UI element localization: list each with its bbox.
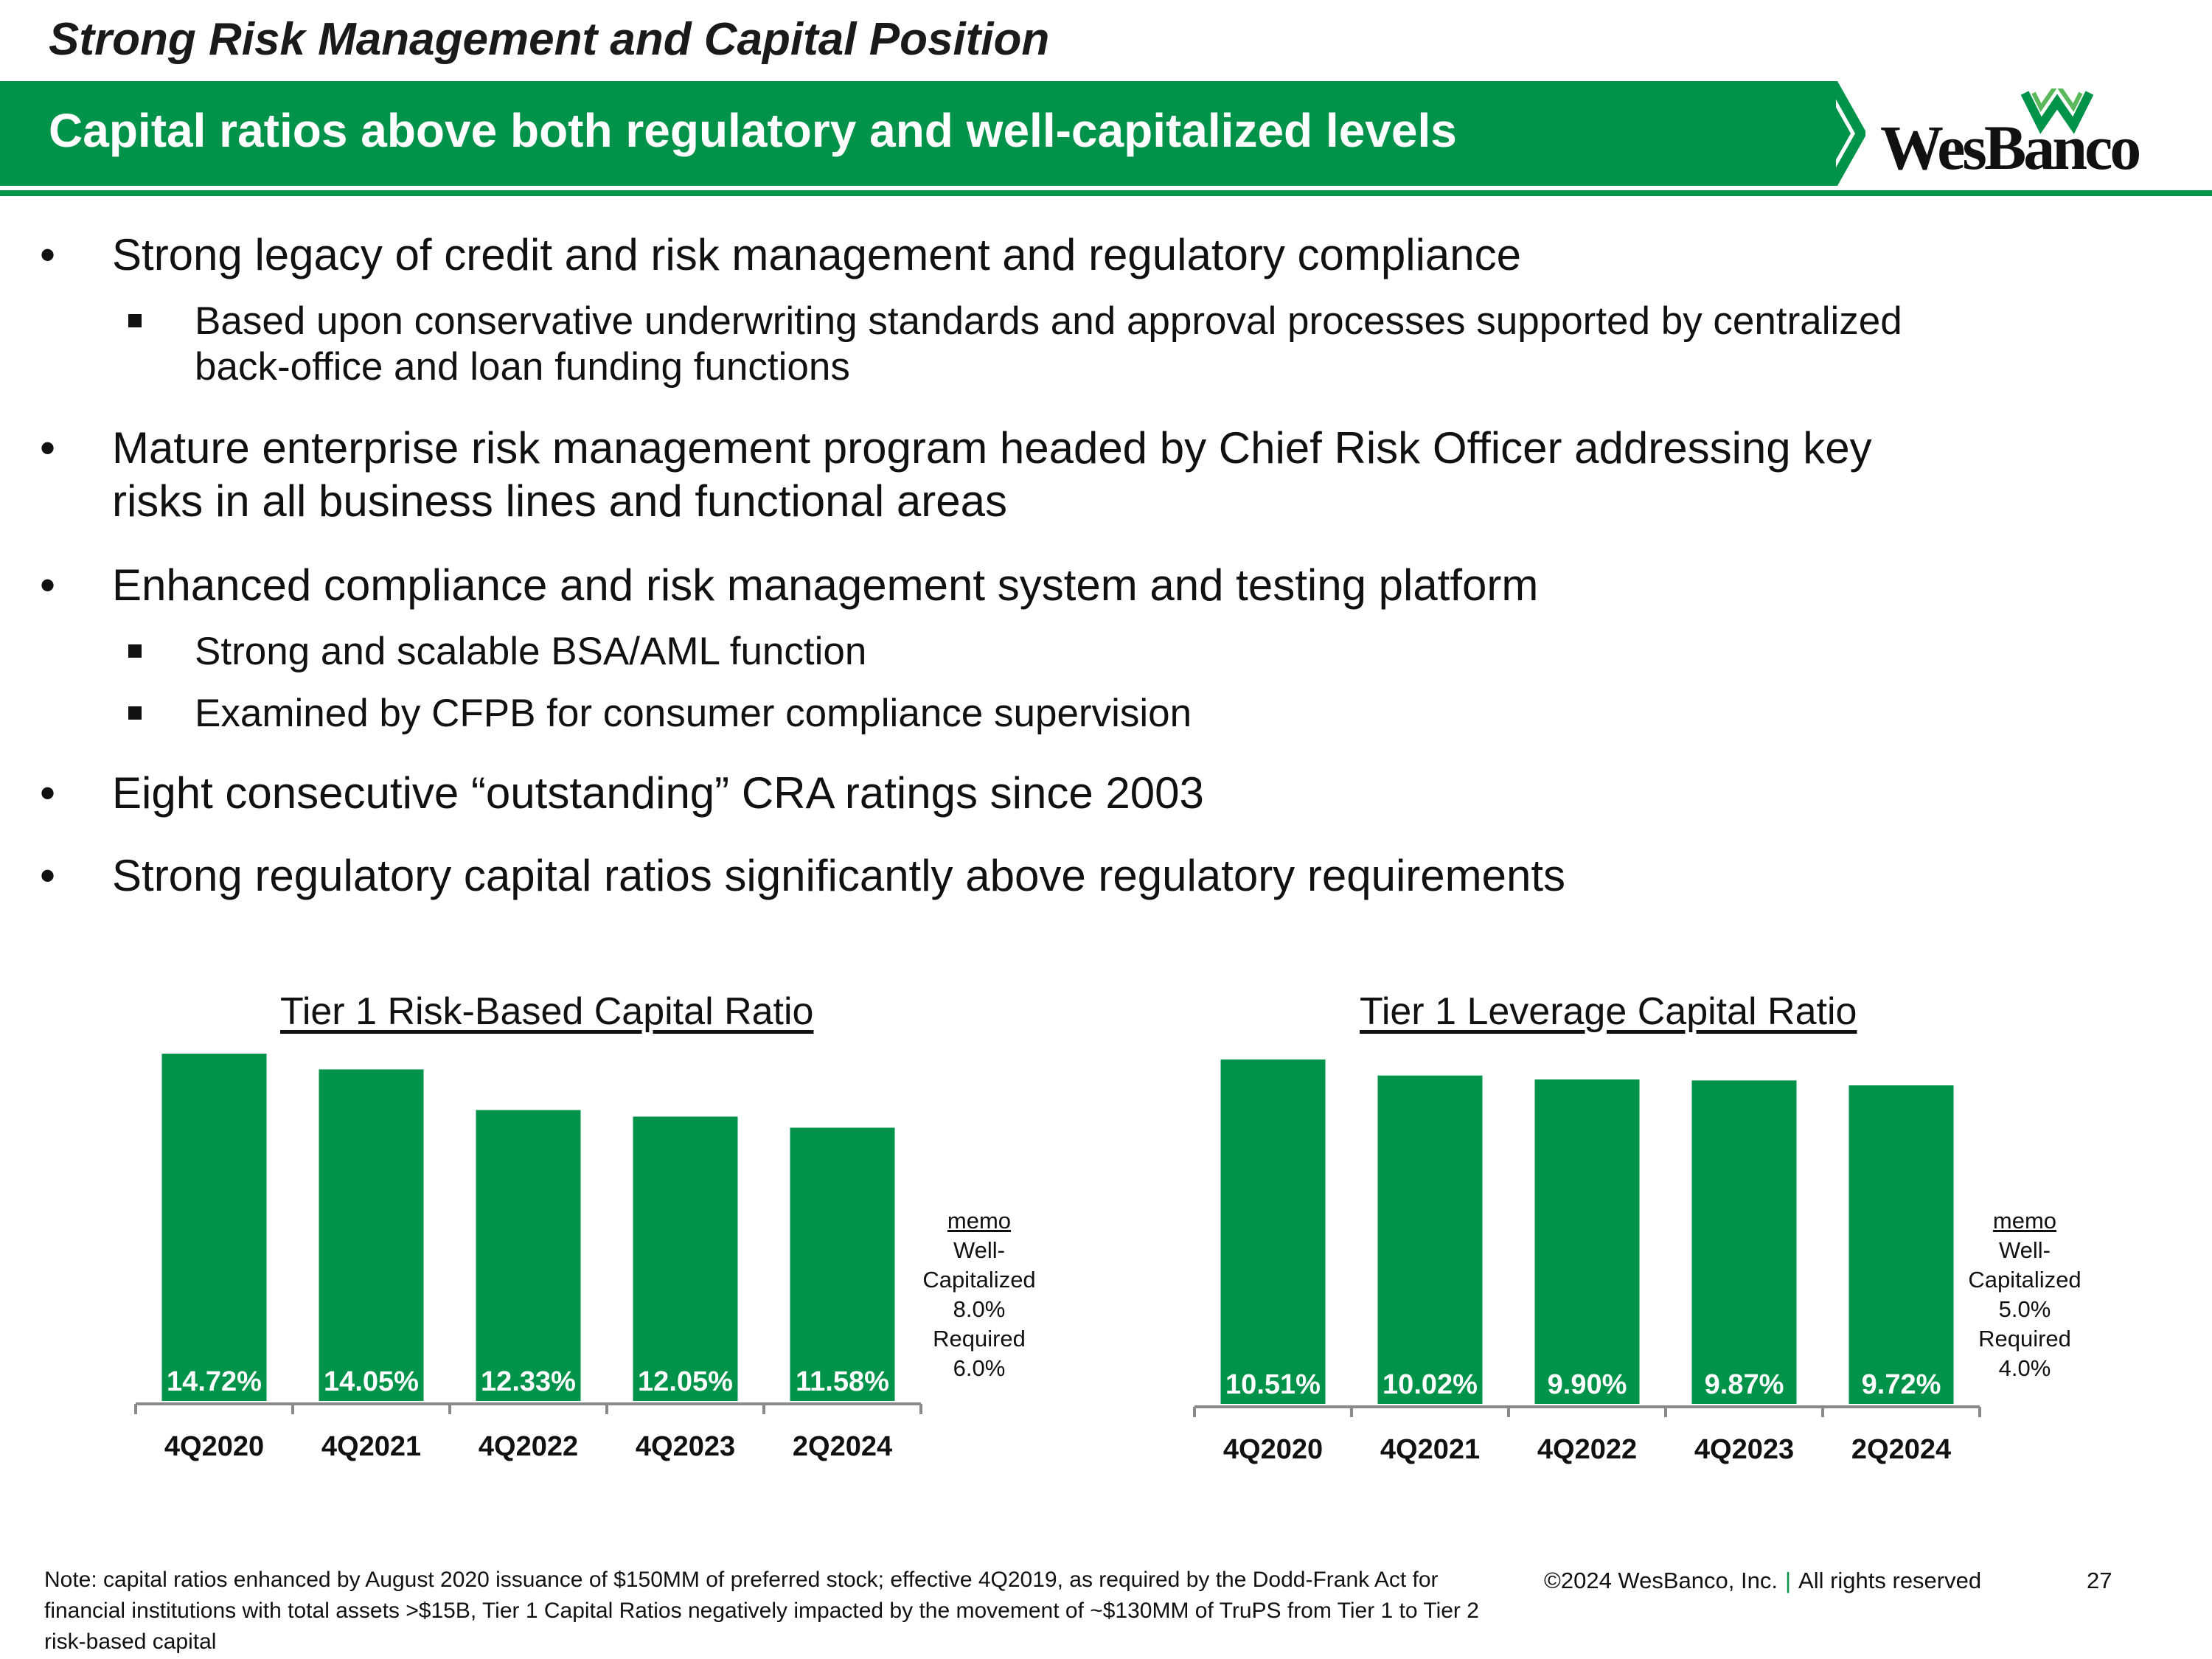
bar-4Q2021 <box>1377 1075 1483 1404</box>
bar-value-label: 12.05% <box>638 1366 733 1397</box>
copyright: ©2024 WesBanco, Inc. | All rights reserved <box>1544 1568 1981 1594</box>
memo-line: Capitalized <box>1968 1267 2081 1293</box>
bullet-1-sub-1-cont: back-office and loan funding functions <box>195 345 850 389</box>
bar-2Q2024 <box>1848 1085 1954 1404</box>
bullet-4: Eight consecutive “outstanding” CRA rati… <box>112 768 1204 818</box>
title-banner <box>0 81 1836 186</box>
memo-line: Well- <box>1998 1237 2051 1263</box>
x-tick-label: 4Q2020 <box>164 1431 264 1462</box>
bar-value-label: 14.05% <box>324 1366 419 1397</box>
bar-value-label: 9.87% <box>1705 1369 1784 1400</box>
x-tick-label: 4Q2021 <box>1380 1434 1480 1465</box>
bullet-dot: • <box>40 851 56 900</box>
bullet-2-cont: risks in all business lines and function… <box>112 476 1007 526</box>
rights-text: All rights reserved <box>1798 1568 1982 1593</box>
memo-required-value: 6.0% <box>953 1355 1006 1381</box>
bar-4Q2020 <box>161 1053 267 1401</box>
footnote: Note: capital ratios enhanced by August … <box>44 1568 1479 1654</box>
bullet-1-sub-1: Based upon conservative underwriting sta… <box>195 299 1902 343</box>
x-tick-label: 2Q2024 <box>1851 1434 1951 1465</box>
header-rule <box>0 190 2212 196</box>
bar-value-label: 9.90% <box>1548 1369 1627 1400</box>
chart-title-tier1-risk-based: Tier 1 Risk-Based Capital Ratio <box>280 990 814 1033</box>
bar-4Q2020 <box>1220 1059 1326 1404</box>
bar-4Q2022 <box>476 1110 581 1401</box>
page-number: 27 <box>2087 1568 2112 1593</box>
memo-heading: memo <box>947 1208 1012 1234</box>
bullet-3: Enhanced compliance and risk management … <box>112 560 1539 610</box>
x-tick-label: 4Q2022 <box>1537 1434 1637 1465</box>
bullet-1: Strong legacy of credit and risk managem… <box>112 230 1522 279</box>
bar-value-label: 14.72% <box>167 1366 262 1397</box>
memo-well-capitalized-value: 8.0% <box>953 1296 1006 1322</box>
memo-required-value: 4.0% <box>1998 1355 2051 1381</box>
memo-line: Capitalized <box>922 1267 1036 1293</box>
memo-tier1-risk-based: memo Well- Capitalized 8.0% Required 6.0… <box>905 1206 1053 1383</box>
memo-line: Required <box>933 1326 1026 1352</box>
x-tick-label: 2Q2024 <box>793 1431 892 1462</box>
copyright-separator: | <box>1784 1568 1792 1593</box>
bar-value-label: 9.72% <box>1862 1369 1941 1400</box>
memo-tier1-leverage: memo Well- Capitalized 5.0% Required 4.0… <box>1951 1206 2098 1383</box>
x-tick-label: 4Q2021 <box>321 1431 421 1462</box>
chart-tier1-leverage: 10.51% 4Q2020 10.02% 4Q2021 9.90% 4Q2022 9.87%… <box>1193 1059 1981 1465</box>
wesbanco-logo-icon <box>2020 88 2094 134</box>
memo-line: Required <box>1978 1326 2071 1352</box>
x-tick-label: 4Q2023 <box>1694 1434 1794 1465</box>
banner-title: Capital ratios above both regulatory and… <box>49 104 1457 157</box>
wesbanco-logo: WesBanco <box>1880 112 2141 183</box>
chart-title-tier1-leverage: Tier 1 Leverage Capital Ratio <box>1360 990 1857 1033</box>
bullet-3-sub-2: Examined by CFPB for consumer compliance… <box>195 692 1192 735</box>
banner-chevron-icon <box>1799 81 1865 186</box>
bullet-5: Strong regulatory capital ratios signifi… <box>112 851 1566 900</box>
x-tick-label: 4Q2022 <box>479 1431 578 1462</box>
bar-4Q2022 <box>1534 1079 1640 1404</box>
sub-bullet-marker <box>128 706 142 720</box>
bar-4Q2023 <box>633 1116 738 1401</box>
bullet-dot: • <box>40 230 56 279</box>
bar-value-label: 10.02% <box>1382 1369 1478 1400</box>
slide-subtitle: Strong Risk Management and Capital Posit… <box>49 14 1050 65</box>
sub-bullet-marker <box>128 644 142 658</box>
chart-tier1-risk-based: 14.72% 4Q2020 14.05% 4Q2021 12.33% 4Q2022 12.0… <box>134 1053 922 1462</box>
bullet-dot: • <box>40 768 56 818</box>
bar-value-label: 10.51% <box>1225 1369 1321 1400</box>
bar-value-label: 12.33% <box>481 1366 576 1397</box>
bar-4Q2021 <box>319 1069 424 1401</box>
bar-4Q2023 <box>1691 1080 1797 1404</box>
bullet-3-sub-1: Strong and scalable BSA/AML function <box>195 630 867 673</box>
memo-heading: memo <box>1992 1208 2057 1234</box>
memo-line: Well- <box>953 1237 1006 1263</box>
bullet-dot: • <box>40 423 56 473</box>
x-tick-label: 4Q2020 <box>1223 1434 1323 1465</box>
x-tick-label: 4Q2023 <box>636 1431 735 1462</box>
sub-bullet-marker <box>128 314 142 327</box>
bullet-2: Mature enterprise risk management progra… <box>112 423 1872 473</box>
bar-2Q2024 <box>790 1127 895 1401</box>
memo-well-capitalized-value: 5.0% <box>1998 1296 2051 1322</box>
bullet-dot: • <box>40 560 56 610</box>
bar-value-label: 11.58% <box>796 1366 889 1397</box>
copyright-text: ©2024 WesBanco, Inc. <box>1544 1568 1778 1593</box>
